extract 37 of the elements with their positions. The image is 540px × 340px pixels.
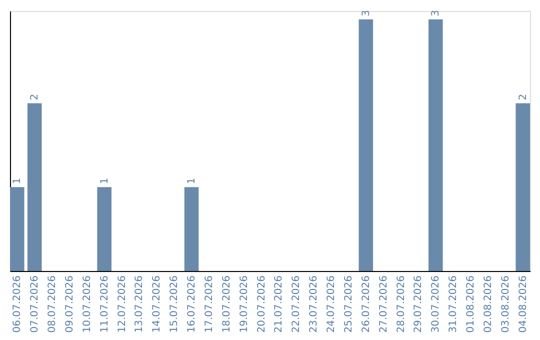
x-tick-label: 31.07.2026 — [448, 276, 460, 333]
x-tick-label: 20.07.2026 — [256, 276, 268, 333]
x-tick-label: 19.07.2026 — [238, 276, 250, 333]
data-label: 1 — [99, 178, 110, 184]
x-tick-label: 25.07.2026 — [343, 276, 354, 333]
x-tick-label: 11.07.2026 — [99, 276, 110, 333]
x-tick-label: 14.07.2026 — [152, 276, 163, 333]
x-tick-label: 13.07.2026 — [134, 276, 146, 333]
data-label: 3 — [360, 10, 372, 16]
x-tick-label: 23.07.2026 — [308, 276, 320, 333]
x-tick-label: 06.07.2026 — [12, 276, 24, 333]
x-tick-label: 04.08.2026 — [518, 276, 529, 333]
data-label: 1 — [12, 178, 24, 184]
x-tick-label: 24.07.2026 — [326, 276, 338, 333]
data-label: 3 — [430, 10, 442, 16]
x-tick-label: 15.07.2026 — [169, 276, 180, 333]
x-tick-label: 01.08.2026 — [466, 276, 477, 333]
data-label: 2 — [518, 94, 529, 100]
data-label: 2 — [30, 94, 41, 100]
x-tick-label: 09.07.2026 — [64, 276, 76, 333]
x-tick-label: 28.07.2026 — [396, 276, 407, 333]
x-tick-label: 07.07.2026 — [30, 276, 41, 333]
x-tick-label: 16.07.2026 — [186, 276, 198, 333]
x-tick-label: 12.07.2026 — [116, 276, 128, 333]
x-tick-label: 08.07.2026 — [47, 276, 58, 333]
x-tick-label: 18.07.2026 — [221, 276, 232, 333]
x-tick-label: 21.07.2026 — [274, 276, 285, 333]
x-tick-label: 30.07.2026 — [430, 276, 442, 333]
x-tick-label: 22.07.2026 — [291, 276, 302, 333]
x-tick-label: 02.08.2026 — [482, 276, 494, 333]
x-tick-label: 17.07.2026 — [204, 276, 215, 333]
data-label: 1 — [186, 178, 198, 184]
x-tick-label: 10.07.2026 — [82, 276, 93, 333]
x-tick-label: 03.08.2026 — [500, 276, 512, 333]
x-tick-label: 27.07.2026 — [378, 276, 390, 333]
x-tick-label: 26.07.2026 — [360, 276, 372, 333]
x-tick-label: 29.07.2026 — [413, 276, 424, 333]
